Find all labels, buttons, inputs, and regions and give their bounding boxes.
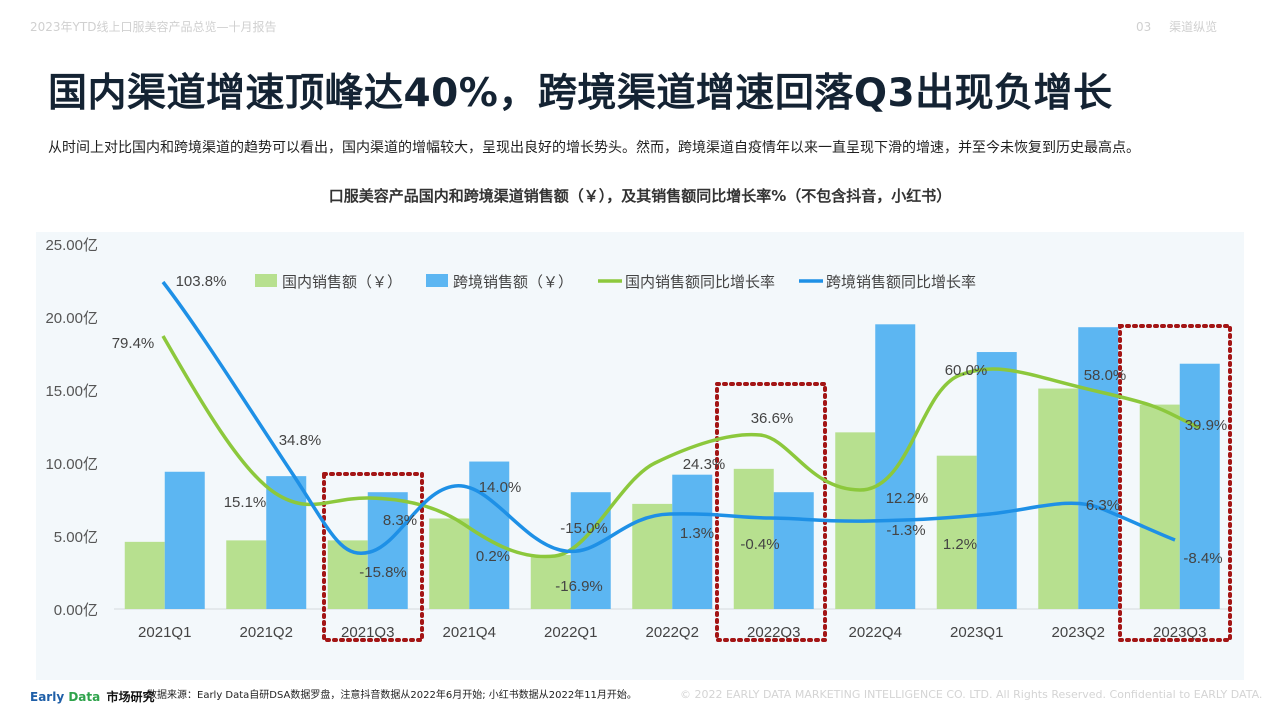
domestic-growth-label: 79.4% bbox=[112, 335, 155, 352]
x-tick-label: 2022Q4 bbox=[849, 624, 902, 641]
crossborder-sales-bar bbox=[266, 476, 307, 609]
copyright-notice: © 2022 EARLY DATA MARKETING INTELLIGENCE… bbox=[680, 688, 1263, 701]
x-tick-label: 2021Q2 bbox=[240, 624, 293, 641]
domestic-growth-line bbox=[161, 335, 1201, 559]
crossborder-growth-line bbox=[161, 280, 1176, 555]
domestic-growth-label: 15.1% bbox=[224, 494, 267, 511]
page-headline: 国内渠道增速顶峰达40%，跨境渠道增速回落Q3出现负增长 bbox=[48, 71, 1113, 116]
x-tick-label: 2023Q3 bbox=[1153, 624, 1206, 641]
page-indicator: 03 渠道纵览 bbox=[1136, 18, 1217, 35]
y-tick-label: 15.00亿 bbox=[45, 383, 98, 400]
crossborder-sales-bar bbox=[1078, 327, 1119, 609]
legend-label: 跨境销售额（￥） bbox=[453, 273, 573, 291]
crossborder-growth-label: -16.9% bbox=[555, 578, 603, 595]
legend-swatch bbox=[426, 274, 448, 287]
x-tick-label: 2023Q1 bbox=[950, 624, 1003, 641]
legend-swatch bbox=[255, 274, 277, 287]
x-tick-label: 2021Q4 bbox=[443, 624, 496, 641]
highlight-box bbox=[1118, 324, 1232, 642]
crossborder-sales-bar bbox=[976, 352, 1017, 609]
domestic-sales-bar bbox=[1139, 404, 1180, 609]
page-number: 03 bbox=[1136, 20, 1152, 34]
report-title: 2023年YTD线上口服美容产品总览—十月报告 bbox=[30, 20, 277, 34]
highlight-box bbox=[715, 382, 827, 642]
x-tick-label: 2023Q2 bbox=[1052, 624, 1105, 641]
crossborder-growth-label: -1.3% bbox=[886, 522, 925, 539]
y-tick-label: 5.00亿 bbox=[54, 529, 98, 546]
domestic-growth-label: -15.0% bbox=[560, 520, 608, 537]
domestic-growth-label: 12.2% bbox=[886, 490, 929, 507]
crossborder-growth-label: 34.8% bbox=[279, 432, 322, 449]
logo-research: 市场研究 bbox=[106, 690, 155, 704]
crossborder-growth-label: 6.3% bbox=[1086, 497, 1120, 514]
y-tick-label: 20.00亿 bbox=[45, 310, 98, 327]
x-tick-label: 2021Q3 bbox=[341, 624, 394, 641]
crossborder-sales-bar bbox=[1179, 363, 1220, 609]
domestic-sales-bar bbox=[1038, 388, 1079, 609]
crossborder-growth-label: -0.4% bbox=[740, 536, 779, 553]
domestic-growth-label: 8.3% bbox=[383, 512, 417, 529]
domestic-sales-bar bbox=[733, 468, 774, 609]
brand-logo: Early Data 市场研究 bbox=[30, 688, 154, 705]
x-tick-label: 2022Q2 bbox=[646, 624, 699, 641]
page-description: 从时间上对比国内和跨境渠道的趋势可以看出，国内渠道的增幅较大，呈现出良好的增长势… bbox=[48, 140, 1140, 156]
x-tick-label: 2022Q3 bbox=[747, 624, 800, 641]
legend-label: 国内销售额同比增长率 bbox=[625, 273, 775, 291]
data-source-note: 数据来源：Early Data自研DSA数据罗盘，注意抖音数据从2022年6月开… bbox=[147, 690, 637, 701]
crossborder-growth-label: 103.8% bbox=[176, 273, 227, 290]
domestic-growth-label: 24.3% bbox=[683, 456, 726, 473]
legend-label: 国内销售额（￥） bbox=[282, 273, 402, 291]
logo-early: Early bbox=[30, 690, 65, 704]
crossborder-sales-bar bbox=[773, 492, 814, 609]
x-tick-label: 2022Q1 bbox=[544, 624, 597, 641]
domestic-sales-bar bbox=[429, 518, 470, 609]
crossborder-growth-label: 1.3% bbox=[680, 525, 714, 542]
domestic-growth-label: 58.0% bbox=[1084, 367, 1127, 384]
highlight-box bbox=[322, 472, 424, 642]
domestic-growth-label: 39.9% bbox=[1185, 417, 1228, 434]
crossborder-growth-label: -8.4% bbox=[1183, 550, 1222, 567]
crossborder-growth-label: 14.0% bbox=[479, 479, 522, 496]
y-tick-label: 0.00亿 bbox=[54, 602, 98, 619]
crossborder-sales-bar bbox=[469, 461, 510, 609]
legend-label: 跨境销售额同比增长率 bbox=[826, 273, 976, 291]
x-tick-label: 2021Q1 bbox=[138, 624, 191, 641]
y-tick-label: 25.00亿 bbox=[45, 237, 98, 254]
domestic-sales-bar bbox=[226, 540, 267, 609]
section-name: 渠道纵览 bbox=[1169, 20, 1218, 34]
y-tick-label: 10.00亿 bbox=[45, 456, 98, 473]
domestic-growth-label: 36.6% bbox=[751, 410, 794, 427]
domestic-sales-bar bbox=[124, 541, 165, 609]
crossborder-sales-bar bbox=[164, 471, 205, 609]
chart-title: 口服美容产品国内和跨境渠道销售额（￥），及其销售额同比增长率%（不包含抖音，小红… bbox=[328, 187, 952, 205]
domestic-growth-label: 0.2% bbox=[476, 548, 510, 565]
logo-data: Data bbox=[68, 690, 101, 704]
domestic-growth-label: 60.0% bbox=[945, 362, 988, 379]
crossborder-growth-label: 1.2% bbox=[943, 536, 977, 553]
crossborder-sales-bar bbox=[672, 474, 713, 609]
domestic-sales-bar bbox=[936, 455, 977, 609]
domestic-sales-bar bbox=[530, 554, 571, 609]
crossborder-growth-label: -15.8% bbox=[359, 564, 407, 581]
